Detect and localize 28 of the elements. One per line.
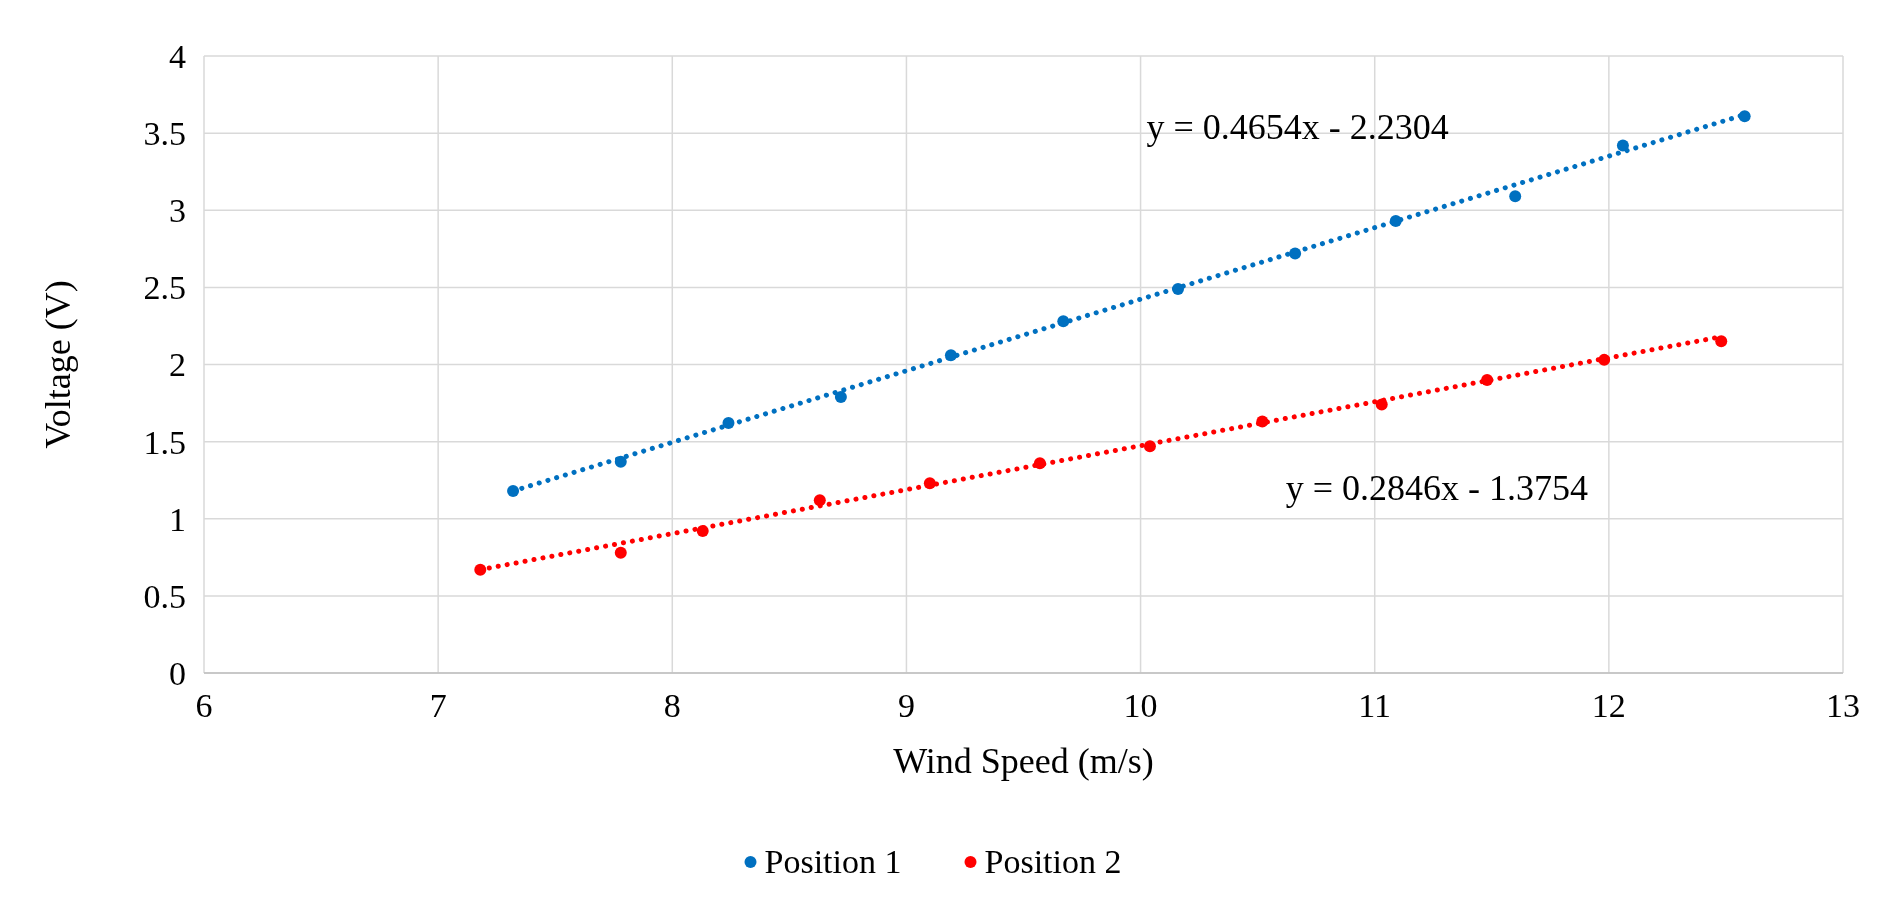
point xyxy=(1509,190,1522,203)
x-tick-label: 7 xyxy=(429,687,447,724)
y-tick-label: 2.5 xyxy=(143,269,186,307)
x-tick-label: 13 xyxy=(1826,687,1860,724)
x-tick-label: 10 xyxy=(1123,687,1158,724)
y-tick-label: 0.5 xyxy=(143,577,186,615)
point xyxy=(834,390,847,403)
x-tick-label: 8 xyxy=(663,687,681,724)
annotation: y = 0.2846x - 1.3754 xyxy=(1285,468,1589,509)
point xyxy=(614,546,627,559)
legend-label: Position 1 xyxy=(764,843,902,880)
y-tick-label: 3 xyxy=(169,192,186,230)
y-tick-label: 2 xyxy=(169,346,186,384)
point xyxy=(1616,139,1629,152)
x-tick-label: 9 xyxy=(897,687,915,724)
annotation: y = 0.4654x - 2.2304 xyxy=(1146,107,1449,148)
y-tick-label: 4 xyxy=(169,37,186,75)
legend-label: Position 2 xyxy=(984,843,1122,880)
y-tick-label: 1 xyxy=(169,500,186,538)
point xyxy=(1715,335,1728,348)
y-axis-title: Voltage (V) xyxy=(38,280,78,449)
y-tick-label: 3.5 xyxy=(143,115,186,153)
x-tick-label: 12 xyxy=(1591,687,1626,724)
x-axis-title: Wind Speed (m/s) xyxy=(893,741,1154,781)
x-tick-label: 6 xyxy=(195,687,213,724)
y-tick-label: 0 xyxy=(169,654,186,692)
x-tick-label: 11 xyxy=(1358,687,1392,724)
y-tick-label: 1.5 xyxy=(143,423,186,461)
